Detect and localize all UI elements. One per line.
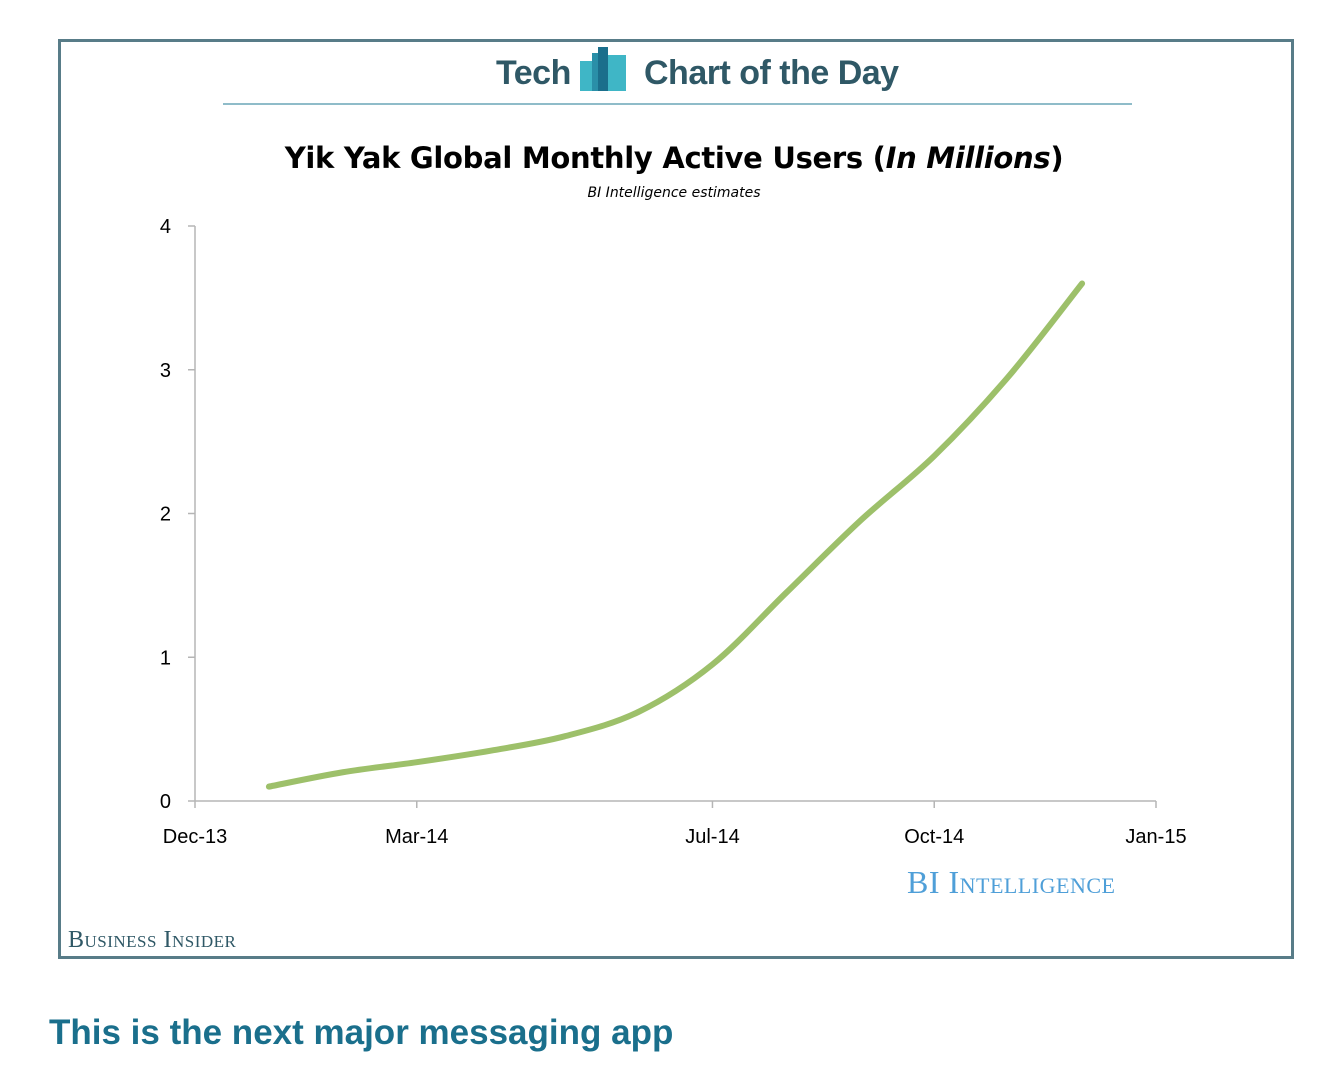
chart-title-italic: In Millions bbox=[885, 141, 1051, 175]
bi-intelligence-logo: BI Intelligence bbox=[907, 864, 1116, 900]
y-tick-label: 1 bbox=[160, 647, 171, 669]
series-line bbox=[265, 280, 1086, 790]
x-tick-label: Oct-14 bbox=[904, 826, 964, 848]
article-headline[interactable]: This is the next major messaging app bbox=[49, 1013, 674, 1052]
y-tick-label: 4 bbox=[160, 216, 171, 238]
y-tick-label: 3 bbox=[160, 360, 171, 382]
x-tick-label: Mar-14 bbox=[385, 826, 448, 848]
header-tech-label: Tech bbox=[496, 54, 571, 92]
chart-title-main: Yik Yak Global Monthly Active Users ( bbox=[284, 141, 886, 175]
chart-title: Yik Yak Global Monthly Active Users (In … bbox=[0, 141, 1338, 175]
chart-frame bbox=[58, 39, 1294, 959]
x-tick-label: Jan-15 bbox=[1125, 826, 1186, 848]
y-tick-label: 0 bbox=[160, 791, 171, 813]
y-tick-label: 2 bbox=[160, 504, 171, 526]
chart-of-the-day-header: Tech Chart of the Day bbox=[0, 47, 1338, 102]
chart-title-end: ) bbox=[1050, 141, 1064, 175]
x-tick-label: Jul-14 bbox=[685, 826, 739, 848]
bar-chart-logo-icon bbox=[580, 47, 626, 91]
chart-subtitle: BI Intelligence estimates bbox=[587, 185, 761, 201]
header-divider bbox=[223, 103, 1132, 105]
business-insider-logo: Business Insider bbox=[68, 927, 237, 953]
x-tick-label: Dec-13 bbox=[163, 826, 227, 848]
header-chart-of-the-day-label: Chart of the Day bbox=[644, 54, 899, 92]
